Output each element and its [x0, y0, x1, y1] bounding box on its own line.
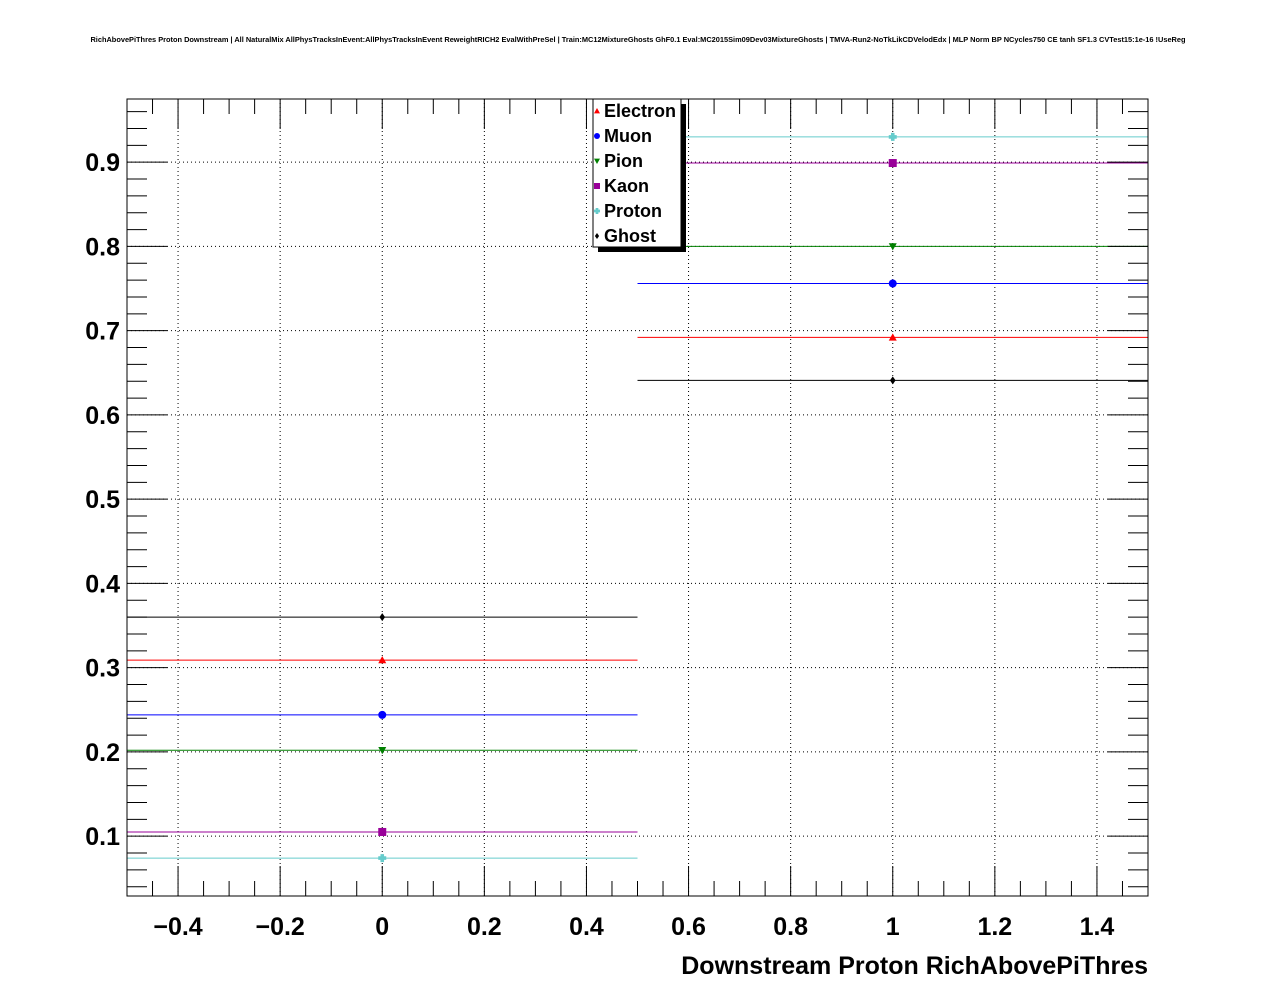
marker-diamond: [379, 613, 386, 622]
y-tick-label: 0.3: [85, 655, 120, 683]
marker-triangle-down: [378, 747, 387, 755]
series-electron: [127, 333, 1148, 664]
grid: [127, 99, 1148, 896]
series-kaon: [127, 159, 1148, 836]
marker-square: [594, 183, 600, 189]
marker-triangle-up: [594, 108, 600, 114]
x-tick-label: −0.4: [153, 913, 202, 941]
marker-diamond: [889, 376, 896, 385]
legend-label-proton: Proton: [604, 201, 662, 221]
y-tick-label: 0.5: [85, 486, 120, 514]
marker-circle: [594, 133, 600, 139]
legend-label-electron: Electron: [604, 101, 676, 121]
marker-cross: [378, 854, 387, 863]
x-tick-label: −0.2: [255, 913, 304, 941]
y-tick-label: 0.2: [85, 739, 120, 767]
y-tick-label: 0.6: [85, 402, 120, 430]
y-tick-label: 0.7: [85, 318, 120, 346]
y-tick-label: 0.4: [85, 570, 120, 598]
marker-cross: [888, 132, 897, 141]
marker-square: [378, 827, 387, 836]
legend: Electron Muon Pion Kaon Proton Ghost: [592, 98, 686, 252]
marker-triangle-down: [594, 158, 600, 164]
marker-triangle-up: [378, 656, 387, 664]
marker-circle: [888, 279, 897, 288]
x-axis-title: Downstream Proton RichAbovePiThres: [681, 952, 1148, 980]
x-tick-label: 0.4: [569, 913, 604, 941]
series-muon: [127, 279, 1148, 719]
y-tick-label: 0.1: [85, 823, 120, 851]
legend-label-pion: Pion: [604, 151, 643, 171]
x-tick-label: 0.2: [467, 913, 502, 941]
legend-label-muon: Muon: [604, 126, 652, 146]
x-tick-label: 1.4: [1080, 913, 1115, 941]
y-tick-label: 0.8: [85, 233, 120, 261]
marker-triangle-up: [888, 333, 897, 341]
series-proton: [127, 132, 1148, 863]
x-tick-label: 1: [886, 913, 900, 941]
x-tick-label: 0: [375, 913, 389, 941]
ticks: −0.4 −0.2 0 0.2 0.4 0.6 0.8 1 1.2 1.4 0.1 0.2 0.3 0.4…: [85, 99, 1149, 941]
marker-triangle-down: [888, 243, 897, 251]
chart-title: RichAbovePiThres Proton Downstream | All…: [90, 35, 1186, 44]
x-tick-label: 1.2: [977, 913, 1012, 941]
x-tick-label: 0.6: [671, 913, 706, 941]
legend-label-ghost: Ghost: [604, 226, 656, 246]
x-tick-label: 0.8: [773, 913, 808, 941]
legend-label-kaon: Kaon: [604, 176, 649, 196]
series-ghost: [127, 376, 1148, 622]
series-pion: [127, 243, 1148, 755]
marker-cross: [594, 208, 600, 214]
marker-diamond: [594, 233, 600, 239]
marker-square: [888, 159, 897, 168]
series-layer: [127, 132, 1148, 863]
marker-circle: [378, 710, 387, 719]
legend-box: [592, 98, 682, 248]
y-tick-label: 0.9: [85, 149, 120, 177]
